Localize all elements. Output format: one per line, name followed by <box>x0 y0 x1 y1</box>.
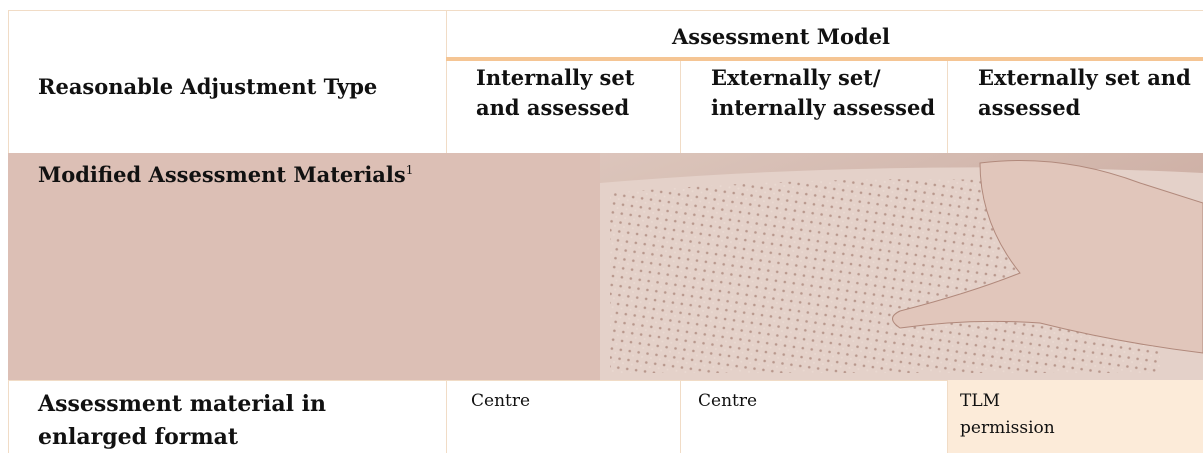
section-band <box>8 153 603 380</box>
braille-image <box>600 153 1203 380</box>
cell: Centre <box>446 380 680 453</box>
cell: TLM permission <box>947 380 1203 453</box>
column-header: Externally set and assessed <box>947 61 1203 153</box>
column-header: Externally set/ internally assessed <box>680 61 947 153</box>
group-header: Assessment Model <box>671 24 891 49</box>
section-title: Modified Assessment Materials1 <box>38 160 413 190</box>
type-column-header: Reasonable Adjustment Type <box>38 74 378 99</box>
column-header: Internally set and assessed <box>446 61 680 153</box>
row-label: Assessment material in enlarged format <box>38 391 326 450</box>
footnote-mark: 1 <box>405 163 414 177</box>
cell: Centre <box>680 380 947 453</box>
row-rule <box>8 380 1203 381</box>
section-title-text: Modified Assessment Materials <box>38 162 406 187</box>
group-rule <box>446 57 1203 61</box>
